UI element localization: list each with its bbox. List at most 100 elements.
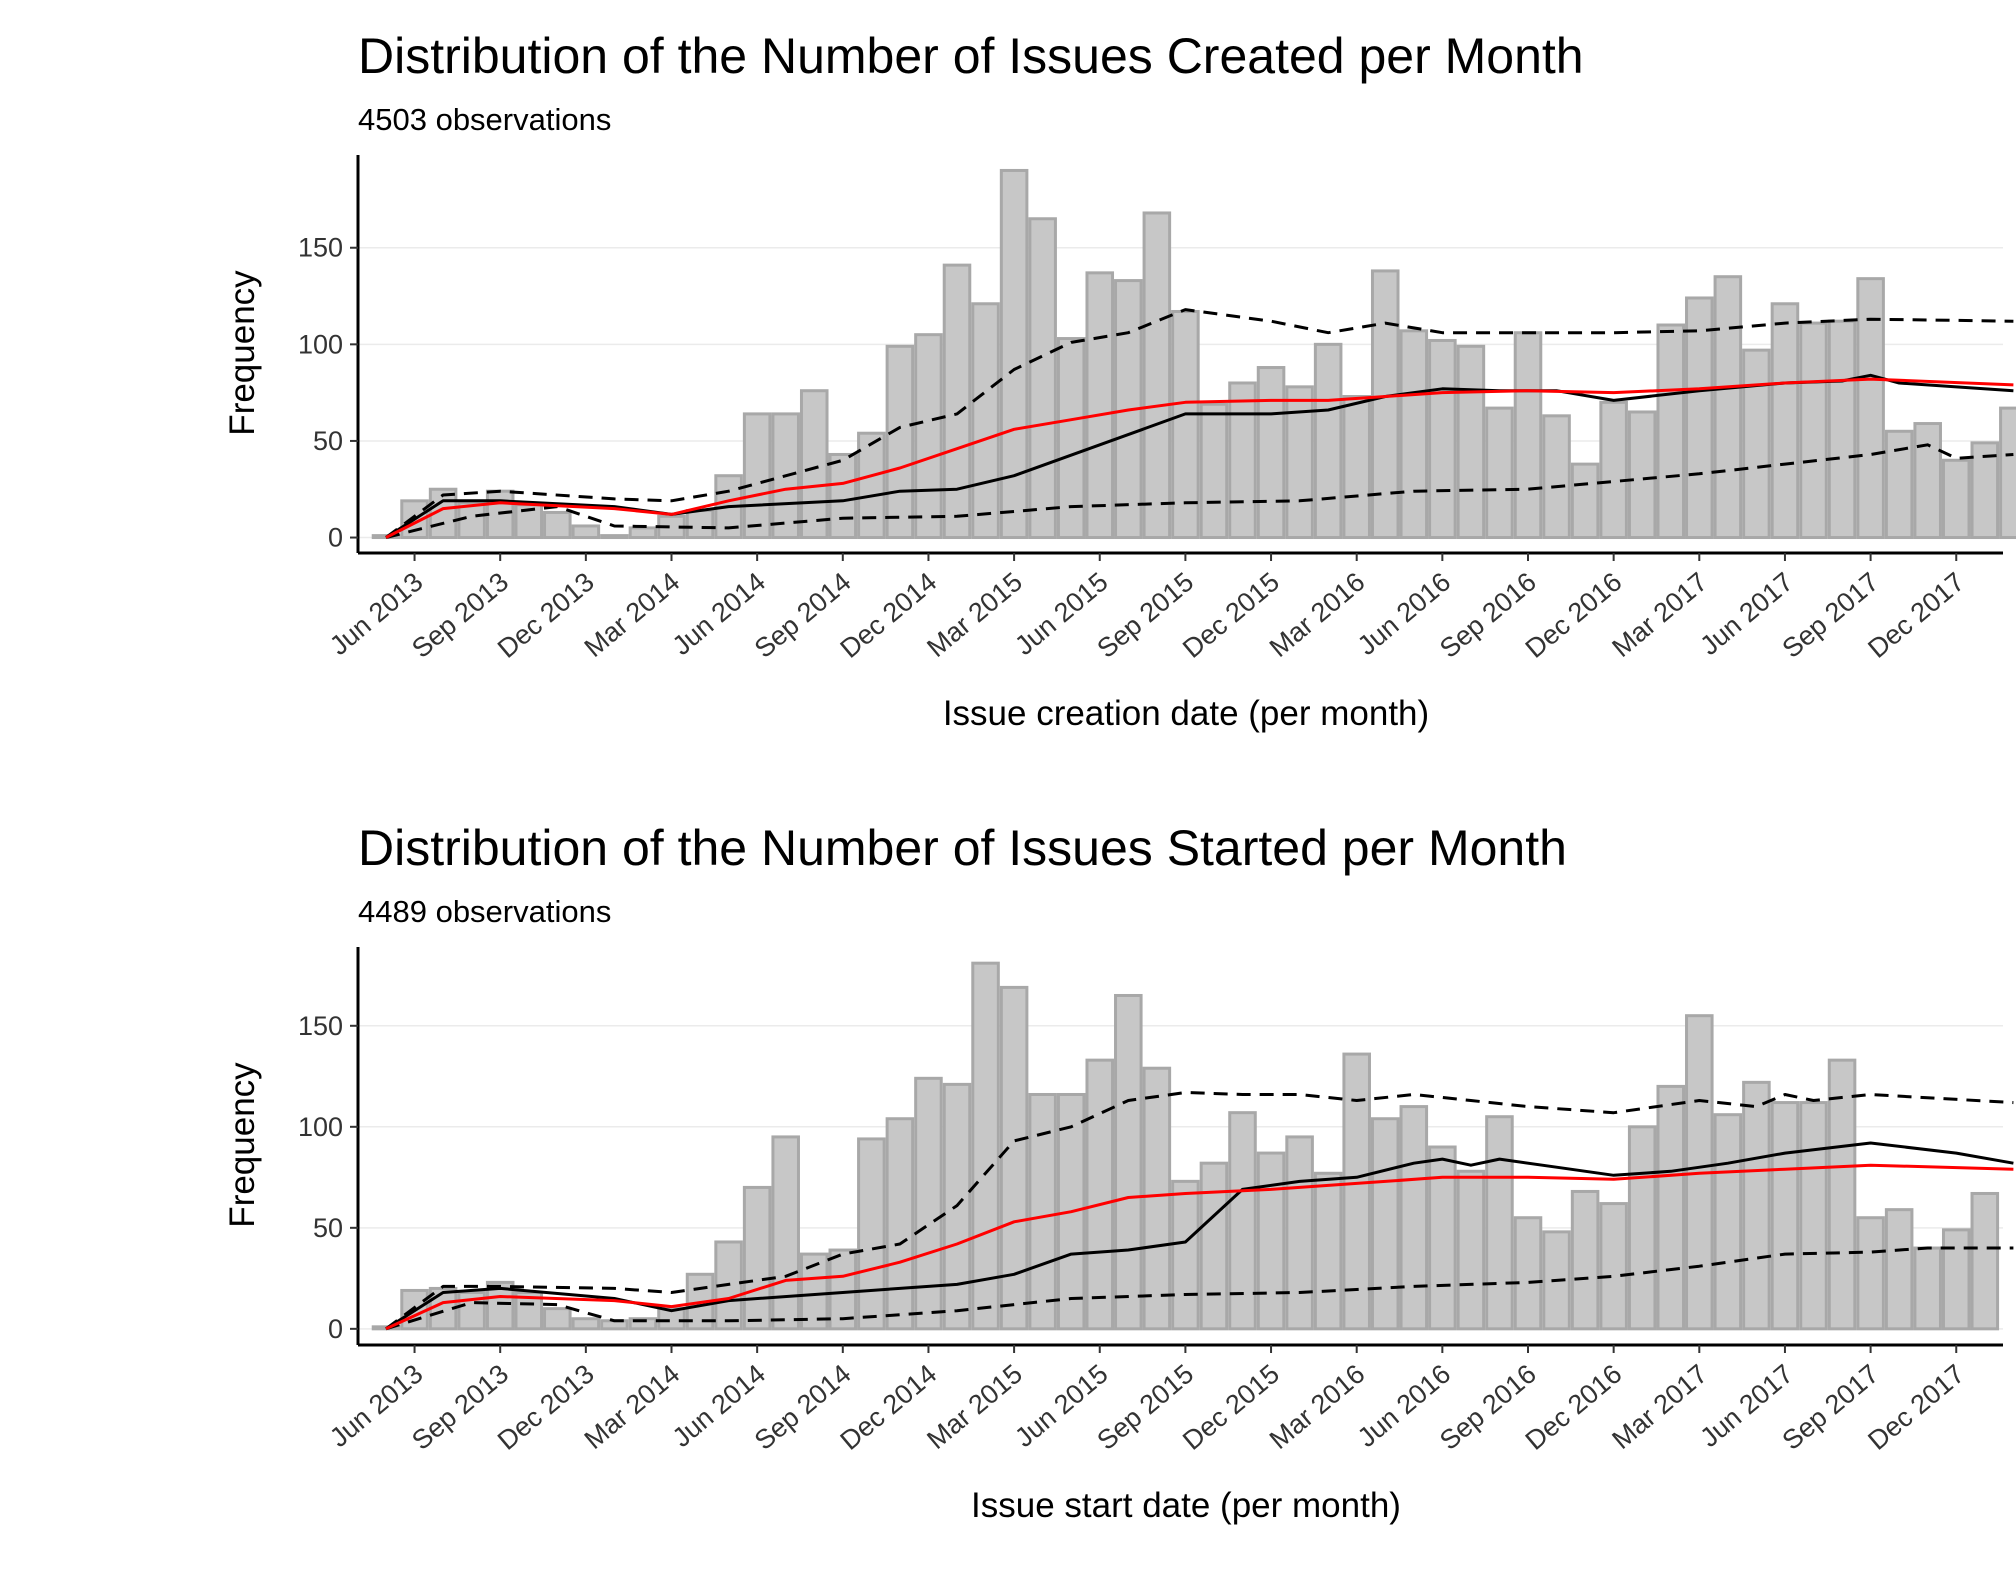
bar-2015-02 — [971, 302, 1000, 540]
bar-2014-10 — [857, 1137, 886, 1331]
x-tick-label: Mar 2016 — [1264, 1359, 1371, 1455]
bar-2017-06 — [1770, 1101, 1800, 1331]
chart-created: Distribution of the Number of Issues Cre… — [223, 28, 2016, 733]
bar-2015-03 — [999, 168, 1029, 540]
bar-2015-07 — [1114, 993, 1143, 1331]
x-tick-label: Dec 2017 — [1862, 567, 1970, 664]
bar-2014-11 — [885, 1117, 915, 1331]
series-line-3 — [385, 1163, 2014, 1331]
x-tick-label: Dec 2013 — [492, 567, 600, 664]
bar-2017-10 — [1884, 1208, 1914, 1331]
bar-2015-02 — [971, 961, 1000, 1331]
x-tick-label: Dec 2015 — [1177, 1359, 1285, 1456]
x-tick-label: Mar 2017 — [1606, 1359, 1713, 1455]
bar-2015-12 — [1256, 366, 1286, 540]
bar-2016-09 — [1513, 331, 1543, 540]
bar-2013-12 — [571, 1317, 601, 1331]
x-axis-title: Issue start date (per month) — [971, 1486, 1401, 1525]
bar-2015-10 — [1199, 1161, 1229, 1331]
bar-2016-08 — [1485, 1115, 1514, 1331]
bar-2014-08 — [799, 389, 829, 540]
bar-2015-11 — [1228, 381, 1257, 540]
bar-2016-11 — [1570, 462, 1600, 540]
series-line-1 — [385, 308, 2014, 539]
bar-2017-02 — [1656, 1084, 1686, 1331]
bar-2015-04 — [1028, 1092, 1057, 1331]
x-tick-label: Dec 2015 — [1177, 567, 1285, 664]
bar-2014-04 — [685, 508, 715, 540]
y-tick-label: 0 — [328, 1314, 343, 1344]
bar-2013-11 — [543, 1307, 572, 1331]
x-tick-label: Mar 2015 — [921, 1359, 1028, 1455]
bar-2015-03 — [999, 985, 1029, 1331]
bar-2017-02 — [1656, 323, 1686, 540]
bar-2013-11 — [543, 510, 572, 540]
series-line-3 — [385, 377, 2014, 539]
bar-2015-05 — [1056, 1092, 1086, 1331]
bar-2015-12 — [1256, 1151, 1286, 1331]
bar-2017-09 — [1856, 1216, 1885, 1331]
bar-2016-04 — [1370, 269, 1400, 540]
y-tick-label: 50 — [313, 1213, 343, 1243]
bar-2015-01 — [942, 263, 972, 540]
bar-2016-06 — [1428, 338, 1457, 540]
y-tick-label: 50 — [313, 426, 343, 456]
y-axis-title: Frequency — [223, 270, 262, 436]
y-tick-label: 0 — [328, 523, 343, 553]
bar-2017-05 — [1742, 1080, 1771, 1331]
chart-subtitle: 4489 observations — [358, 894, 611, 929]
x-tick-label: Dec 2014 — [835, 1359, 943, 1456]
bar-2015-10 — [1199, 402, 1229, 540]
bar-2015-11 — [1228, 1111, 1257, 1331]
bar-2016-05 — [1399, 329, 1429, 540]
bar-2014-02 — [628, 526, 658, 540]
bar-2018-02 — [1999, 406, 2016, 540]
bar-2016-10 — [1542, 414, 1571, 540]
bar-2015-06 — [1085, 1058, 1115, 1331]
bar-2016-11 — [1570, 1189, 1600, 1331]
x-tick-label: Mar 2014 — [579, 567, 686, 663]
bar-2014-11 — [885, 344, 915, 540]
bar-2017-12 — [1941, 458, 1971, 540]
bar-2016-02 — [1313, 1171, 1343, 1331]
x-tick-label: Dec 2017 — [1862, 1359, 1970, 1456]
bar-2017-01 — [1627, 1125, 1657, 1331]
bar-2017-04 — [1713, 275, 1743, 540]
bar-2016-09 — [1513, 1216, 1543, 1331]
bar-2016-12 — [1599, 400, 1628, 540]
bar-2016-05 — [1399, 1105, 1429, 1331]
bar-2017-06 — [1770, 302, 1800, 540]
y-tick-label: 100 — [298, 1112, 343, 1142]
bar-2016-03 — [1342, 395, 1371, 540]
bar-2014-09 — [828, 452, 858, 540]
bar-2016-07 — [1456, 344, 1486, 540]
bar-2016-01 — [1285, 385, 1314, 540]
bar-2014-10 — [857, 431, 886, 540]
bar-2017-07 — [1799, 1101, 1828, 1331]
bar-2014-12 — [914, 333, 943, 540]
y-tick-label: 100 — [298, 329, 343, 359]
bar-2015-08 — [1142, 1066, 1172, 1331]
x-axis-title: Issue creation date (per month) — [943, 694, 1429, 733]
bar-2013-06 — [400, 1288, 429, 1331]
bar-2014-06 — [742, 412, 772, 540]
y-tick-label: 150 — [298, 1011, 343, 1041]
bar-2018-01 — [1970, 1191, 2000, 1331]
bar-2014-03 — [657, 1307, 686, 1331]
bar-2015-05 — [1056, 337, 1086, 540]
bar-2015-04 — [1028, 217, 1057, 540]
chart-subtitle: 4503 observations — [358, 102, 611, 137]
x-tick-label: Dec 2016 — [1520, 1359, 1628, 1456]
x-tick-label: Mar 2014 — [579, 1359, 686, 1455]
bar-2017-07 — [1799, 321, 1828, 540]
bar-2016-06 — [1428, 1145, 1457, 1331]
bar-2016-02 — [1313, 342, 1343, 540]
bar-2016-01 — [1285, 1135, 1314, 1331]
bar-2017-03 — [1685, 296, 1714, 540]
bar-2014-12 — [914, 1076, 943, 1331]
bar-2017-11 — [1913, 1246, 1942, 1331]
x-tick-label: Mar 2015 — [921, 567, 1028, 663]
bar-2017-08 — [1827, 319, 1857, 540]
bar-2017-09 — [1856, 277, 1885, 540]
